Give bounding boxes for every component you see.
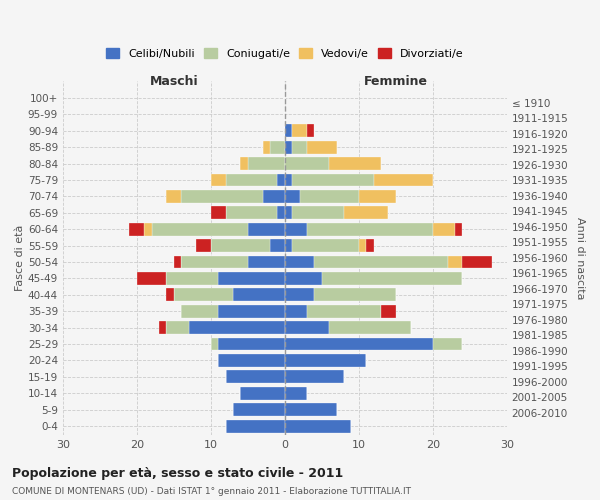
- Bar: [292, 206, 344, 219]
- Bar: [263, 140, 270, 153]
- Bar: [263, 190, 285, 202]
- Bar: [359, 239, 366, 252]
- Bar: [285, 404, 337, 416]
- Bar: [137, 272, 166, 285]
- Bar: [374, 174, 433, 186]
- Bar: [381, 305, 396, 318]
- Bar: [144, 223, 152, 235]
- Bar: [130, 223, 144, 235]
- Bar: [226, 420, 285, 432]
- Bar: [285, 387, 307, 400]
- Bar: [248, 256, 285, 268]
- Bar: [292, 174, 374, 186]
- Bar: [181, 190, 263, 202]
- Y-axis label: Anni di nascita: Anni di nascita: [575, 216, 585, 299]
- Bar: [211, 338, 218, 350]
- Bar: [285, 305, 307, 318]
- Bar: [344, 206, 388, 219]
- Bar: [285, 272, 322, 285]
- Bar: [152, 223, 248, 235]
- Bar: [196, 239, 211, 252]
- Bar: [292, 239, 359, 252]
- Bar: [299, 190, 359, 202]
- Bar: [285, 140, 292, 153]
- Bar: [285, 370, 344, 384]
- Bar: [166, 272, 218, 285]
- Bar: [285, 321, 329, 334]
- Bar: [218, 305, 285, 318]
- Bar: [285, 420, 352, 432]
- Bar: [218, 338, 285, 350]
- Bar: [241, 387, 285, 400]
- Bar: [307, 223, 433, 235]
- Bar: [307, 124, 314, 137]
- Bar: [211, 239, 270, 252]
- Bar: [174, 256, 181, 268]
- Bar: [277, 174, 285, 186]
- Bar: [285, 256, 314, 268]
- Bar: [292, 124, 307, 137]
- Bar: [166, 190, 181, 202]
- Bar: [329, 157, 381, 170]
- Bar: [188, 321, 285, 334]
- Bar: [307, 305, 381, 318]
- Bar: [277, 206, 285, 219]
- Text: Popolazione per età, sesso e stato civile - 2011: Popolazione per età, sesso e stato civil…: [12, 468, 343, 480]
- Bar: [285, 174, 292, 186]
- Bar: [181, 256, 248, 268]
- Bar: [463, 256, 492, 268]
- Bar: [285, 354, 366, 367]
- Bar: [285, 239, 292, 252]
- Bar: [270, 239, 285, 252]
- Bar: [233, 288, 285, 301]
- Bar: [433, 338, 463, 350]
- Bar: [285, 288, 314, 301]
- Bar: [226, 206, 277, 219]
- Bar: [159, 321, 166, 334]
- Bar: [166, 288, 174, 301]
- Bar: [226, 370, 285, 384]
- Bar: [166, 321, 188, 334]
- Bar: [285, 338, 433, 350]
- Bar: [366, 239, 374, 252]
- Bar: [248, 157, 285, 170]
- Bar: [248, 223, 285, 235]
- Bar: [211, 174, 226, 186]
- Bar: [285, 223, 307, 235]
- Bar: [307, 140, 337, 153]
- Text: Femmine: Femmine: [364, 74, 428, 88]
- Bar: [241, 157, 248, 170]
- Bar: [285, 124, 292, 137]
- Bar: [270, 140, 285, 153]
- Bar: [285, 157, 329, 170]
- Bar: [174, 288, 233, 301]
- Legend: Celibi/Nubili, Coniugati/e, Vedovi/e, Divorziati/e: Celibi/Nubili, Coniugati/e, Vedovi/e, Di…: [101, 44, 468, 64]
- Bar: [433, 223, 455, 235]
- Bar: [314, 256, 448, 268]
- Bar: [455, 223, 463, 235]
- Text: Maschi: Maschi: [149, 74, 198, 88]
- Bar: [218, 272, 285, 285]
- Bar: [285, 206, 292, 219]
- Y-axis label: Fasce di età: Fasce di età: [15, 224, 25, 291]
- Bar: [233, 404, 285, 416]
- Bar: [329, 321, 410, 334]
- Bar: [181, 305, 218, 318]
- Bar: [359, 190, 396, 202]
- Text: COMUNE DI MONTENARS (UD) - Dati ISTAT 1° gennaio 2011 - Elaborazione TUTTITALIA.: COMUNE DI MONTENARS (UD) - Dati ISTAT 1°…: [12, 487, 411, 496]
- Bar: [448, 256, 463, 268]
- Bar: [292, 140, 307, 153]
- Bar: [226, 174, 277, 186]
- Bar: [211, 206, 226, 219]
- Bar: [285, 190, 299, 202]
- Bar: [314, 288, 396, 301]
- Bar: [322, 272, 463, 285]
- Bar: [218, 354, 285, 367]
